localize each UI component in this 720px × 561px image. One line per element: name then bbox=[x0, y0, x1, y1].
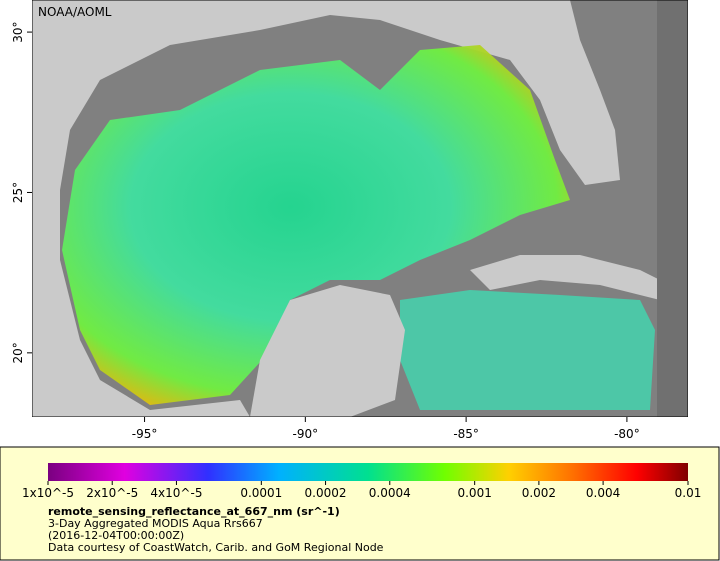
colorbar-ticks: 1x10^-5 2x10^-5 4x10^-5 0.0001 0.0002 0.0004 0… bbox=[22, 481, 701, 500]
lon-tick-label: -90° bbox=[293, 427, 319, 441]
colorbar-tick-label: 0.01 bbox=[675, 486, 702, 500]
variable: remote_sensing_reflectance_at_667_nm (sr… bbox=[48, 505, 340, 518]
map-area bbox=[32, 0, 688, 417]
reflectance-field bbox=[400, 290, 655, 410]
source: Data courtesy of CoastWatch, Carib. and … bbox=[48, 541, 384, 554]
no-data-strip bbox=[657, 0, 688, 417]
axes: -95° -90° -85° -80° 30° 25° 20° bbox=[11, 21, 640, 441]
colorbar-tick-label: 1x10^-5 bbox=[22, 486, 74, 500]
colorbar-tick-label: 0.002 bbox=[522, 486, 556, 500]
credit: NOAA/AOML bbox=[38, 5, 112, 19]
colorbar-tick-label: 2x10^-5 bbox=[86, 486, 138, 500]
colorbar bbox=[48, 463, 688, 481]
time: (2016-12-04T00:00:00Z) bbox=[48, 529, 184, 542]
lon-tick-label: -80° bbox=[614, 427, 640, 441]
cuba bbox=[470, 255, 680, 300]
colorbar-tick-label: 0.0001 bbox=[240, 486, 282, 500]
description: 3-Day Aggregated MODIS Aqua Rrs667 bbox=[48, 517, 263, 530]
colorbar-tick-label: 0.0004 bbox=[369, 486, 411, 500]
colorbar-tick-label: 0.001 bbox=[457, 486, 491, 500]
reflectance-field bbox=[62, 45, 570, 405]
lat-tick-label: 30° bbox=[11, 21, 25, 42]
lon-tick-label: -95° bbox=[132, 427, 158, 441]
lat-tick-label: 25° bbox=[11, 182, 25, 203]
yucatan bbox=[250, 285, 405, 417]
colorbar-tick-label: 4x10^-5 bbox=[150, 486, 202, 500]
lat-tick-label: 20° bbox=[11, 342, 25, 363]
colorbar-tick-label: 0.0002 bbox=[305, 486, 347, 500]
colorbar-tick-label: 0.004 bbox=[586, 486, 620, 500]
lon-tick-label: -85° bbox=[453, 427, 479, 441]
